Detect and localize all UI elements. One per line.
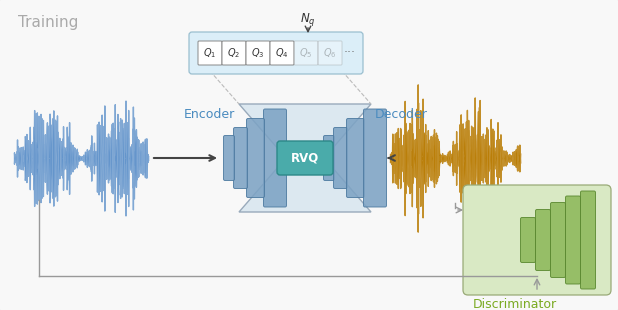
FancyBboxPatch shape: [277, 141, 333, 175]
Text: Encoder: Encoder: [184, 108, 235, 121]
Text: $Q_{6}$: $Q_{6}$: [323, 46, 337, 60]
Text: $Q_{4}$: $Q_{4}$: [275, 46, 289, 60]
FancyBboxPatch shape: [323, 135, 334, 180]
Text: $Q_{2}$: $Q_{2}$: [227, 46, 240, 60]
FancyBboxPatch shape: [198, 41, 222, 65]
FancyBboxPatch shape: [263, 109, 287, 207]
FancyBboxPatch shape: [565, 196, 580, 284]
FancyBboxPatch shape: [536, 210, 551, 271]
Text: $Q_{3}$: $Q_{3}$: [252, 46, 265, 60]
Text: Training: Training: [18, 15, 78, 29]
Text: ···: ···: [344, 46, 356, 60]
FancyBboxPatch shape: [234, 127, 247, 188]
Text: $Q_{1}$: $Q_{1}$: [203, 46, 217, 60]
FancyBboxPatch shape: [222, 41, 246, 65]
FancyBboxPatch shape: [294, 41, 318, 65]
FancyBboxPatch shape: [270, 41, 294, 65]
Text: $N_q$: $N_q$: [300, 11, 316, 29]
FancyBboxPatch shape: [363, 109, 386, 207]
FancyBboxPatch shape: [520, 218, 536, 263]
FancyBboxPatch shape: [580, 191, 596, 289]
Text: Decoder: Decoder: [375, 108, 428, 121]
FancyBboxPatch shape: [463, 185, 611, 295]
Text: $Q_{5}$: $Q_{5}$: [299, 46, 313, 60]
FancyBboxPatch shape: [347, 118, 365, 197]
FancyBboxPatch shape: [189, 32, 363, 74]
FancyBboxPatch shape: [224, 135, 234, 180]
FancyBboxPatch shape: [334, 127, 347, 188]
FancyBboxPatch shape: [247, 118, 265, 197]
FancyBboxPatch shape: [246, 41, 270, 65]
Polygon shape: [239, 104, 371, 212]
Text: RVQ: RVQ: [291, 152, 319, 165]
FancyBboxPatch shape: [318, 41, 342, 65]
Text: Discriminator: Discriminator: [473, 298, 557, 310]
FancyBboxPatch shape: [551, 202, 565, 277]
